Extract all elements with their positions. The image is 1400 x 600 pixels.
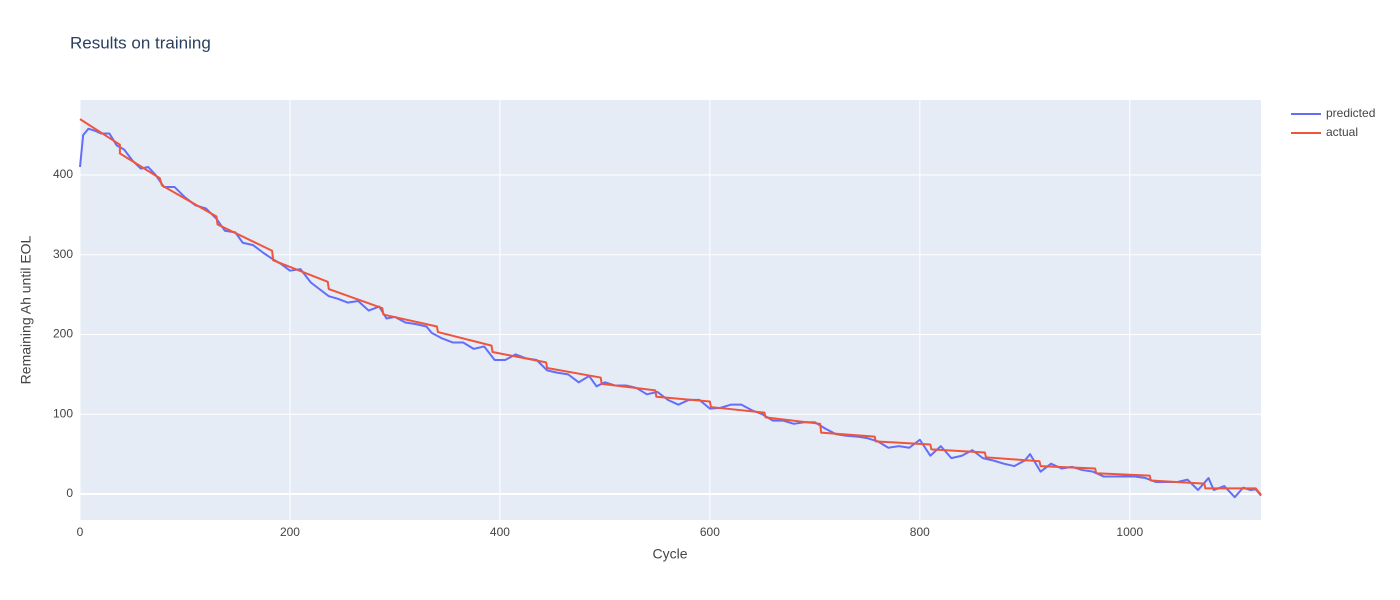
- x-tick-label: 0: [77, 525, 84, 539]
- plot-area: [80, 100, 1261, 520]
- x-tick-label: 400: [490, 525, 510, 539]
- x-tick-label: 200: [280, 525, 300, 539]
- x-tick-label: 600: [700, 525, 720, 539]
- y-axis-title: Remaining Ah until EOL: [18, 235, 34, 384]
- x-tick-label: 1000: [1116, 525, 1143, 539]
- series-line: [79, 118, 1262, 496]
- y-tick-label: 200: [53, 327, 73, 341]
- legend-label[interactable]: actual: [1326, 125, 1358, 139]
- x-tick-label: 800: [910, 525, 930, 539]
- chart-title: Results on training: [70, 33, 211, 52]
- y-tick-label: 400: [53, 167, 73, 181]
- y-tick-label: 100: [53, 406, 73, 420]
- legend-label[interactable]: predicted: [1326, 106, 1375, 120]
- x-axis-title: Cycle: [652, 546, 687, 562]
- y-tick-label: 300: [53, 247, 73, 261]
- y-tick-label: 0: [66, 486, 73, 500]
